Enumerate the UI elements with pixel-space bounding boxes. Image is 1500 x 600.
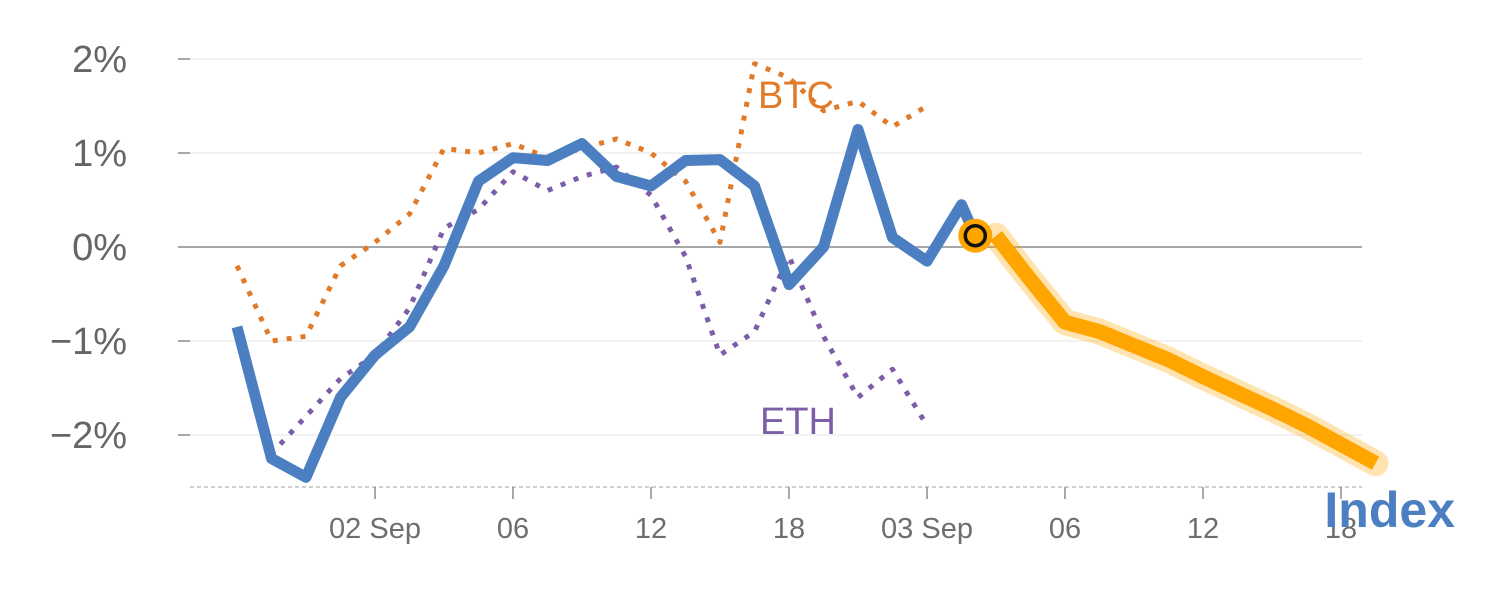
eth-label: ETH — [760, 401, 836, 443]
y-tick-label: −1% — [50, 321, 127, 363]
y-axis: 2% 1% 0% −1% −2% — [50, 39, 190, 457]
y-tick-label: −2% — [50, 415, 127, 457]
index-line — [231, 124, 981, 483]
series-layer — [231, 61, 1389, 483]
x-tick-label: 18 — [1325, 513, 1357, 545]
eth-line — [234, 164, 930, 457]
y-tick-label: 0% — [72, 227, 127, 269]
x-tick-label: 12 — [635, 513, 667, 545]
x-tick-label: 12 — [1187, 513, 1219, 545]
x-tick-label: 02 Sep — [329, 513, 421, 545]
current-point-marker — [963, 223, 988, 248]
y-tick-label: 2% — [72, 39, 127, 81]
labels-layer: BTC ETH Index — [758, 75, 1455, 538]
index-label: Index — [1324, 482, 1455, 538]
y-tick-label: 1% — [72, 133, 127, 175]
forecast-line — [990, 231, 1380, 470]
x-tick-label: 18 — [773, 513, 805, 545]
x-axis: 02 Sep 06 12 18 03 Sep 06 12 18 — [190, 486, 1362, 545]
btc-label: BTC — [758, 75, 834, 117]
x-tick-label: 06 — [1049, 513, 1081, 545]
x-tick-label: 03 Sep — [881, 513, 973, 545]
btc-line — [234, 61, 929, 344]
x-tick-label: 06 — [497, 513, 529, 545]
